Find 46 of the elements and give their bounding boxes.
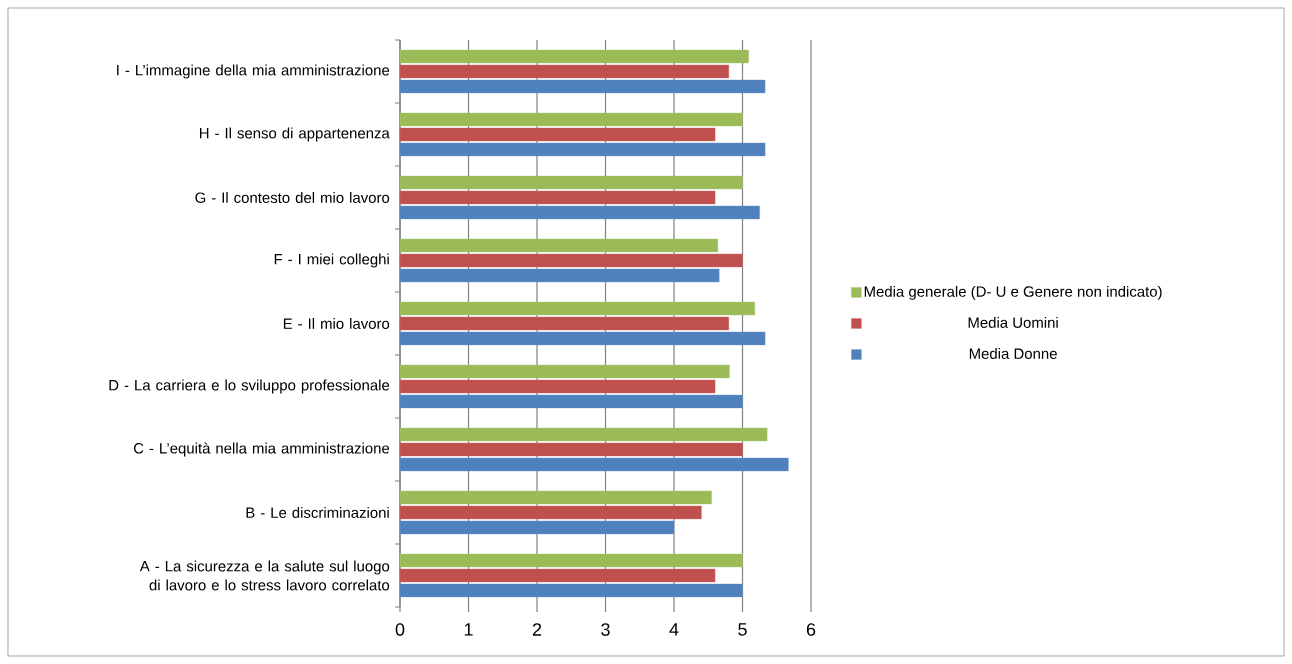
bar	[399, 127, 716, 142]
bar	[399, 190, 716, 205]
text: Media Uomini	[968, 316, 1058, 328]
bar	[399, 457, 789, 472]
bar	[399, 112, 743, 127]
bar	[399, 142, 766, 157]
bar	[399, 505, 702, 520]
bar	[399, 553, 743, 568]
bar	[399, 364, 730, 379]
bar	[399, 520, 675, 535]
x-tick-label: 1	[464, 623, 473, 636]
bar	[399, 379, 716, 394]
bar	[399, 64, 730, 79]
bar	[399, 568, 716, 583]
bar	[399, 253, 743, 268]
x-tick-label: 4	[669, 623, 679, 636]
bar	[399, 394, 743, 409]
bar	[399, 175, 743, 190]
y-tick-label: H - Il senso di appartenenza	[199, 127, 390, 142]
y-tick-label: A - La sicurezza e la salute sul luogo di lavoro e lo stress lavoro correlato	[139, 560, 390, 591]
y-tick-label: E - Il mio lavoro	[283, 318, 390, 329]
bar	[399, 268, 720, 283]
bar	[399, 316, 730, 331]
bar	[399, 442, 743, 457]
y-tick-label: D - La carriera e lo sviluppo professionale	[109, 379, 390, 394]
legend-label: Media generale (D- U e Genere non indicato)	[864, 285, 1162, 300]
y-tick-label: I - L’immagine della mia amministrazione	[117, 64, 390, 79]
bar	[399, 205, 760, 220]
bar	[399, 583, 743, 598]
bar	[399, 301, 756, 316]
y-tick-label: G - Il contesto del mio lavoro	[195, 192, 390, 203]
bar	[399, 49, 749, 64]
x-tick-label: 0	[395, 623, 405, 636]
bar	[399, 427, 768, 442]
bar	[399, 79, 766, 94]
y-tick-label: B - Le discriminazioni	[246, 507, 389, 518]
bar	[399, 331, 766, 346]
y-tick-label: F - I miei colleghi	[274, 253, 389, 268]
x-tick-label: 2	[532, 623, 542, 636]
bar	[399, 238, 719, 253]
x-tick-label: 3	[601, 623, 610, 636]
y-tick-label: C - L’equità nella mia amministrazione	[133, 442, 390, 457]
text: Media Donne	[969, 348, 1057, 359]
bar	[399, 490, 712, 505]
x-tick-label: 6	[806, 623, 816, 636]
x-tick-label: 5	[738, 623, 747, 636]
